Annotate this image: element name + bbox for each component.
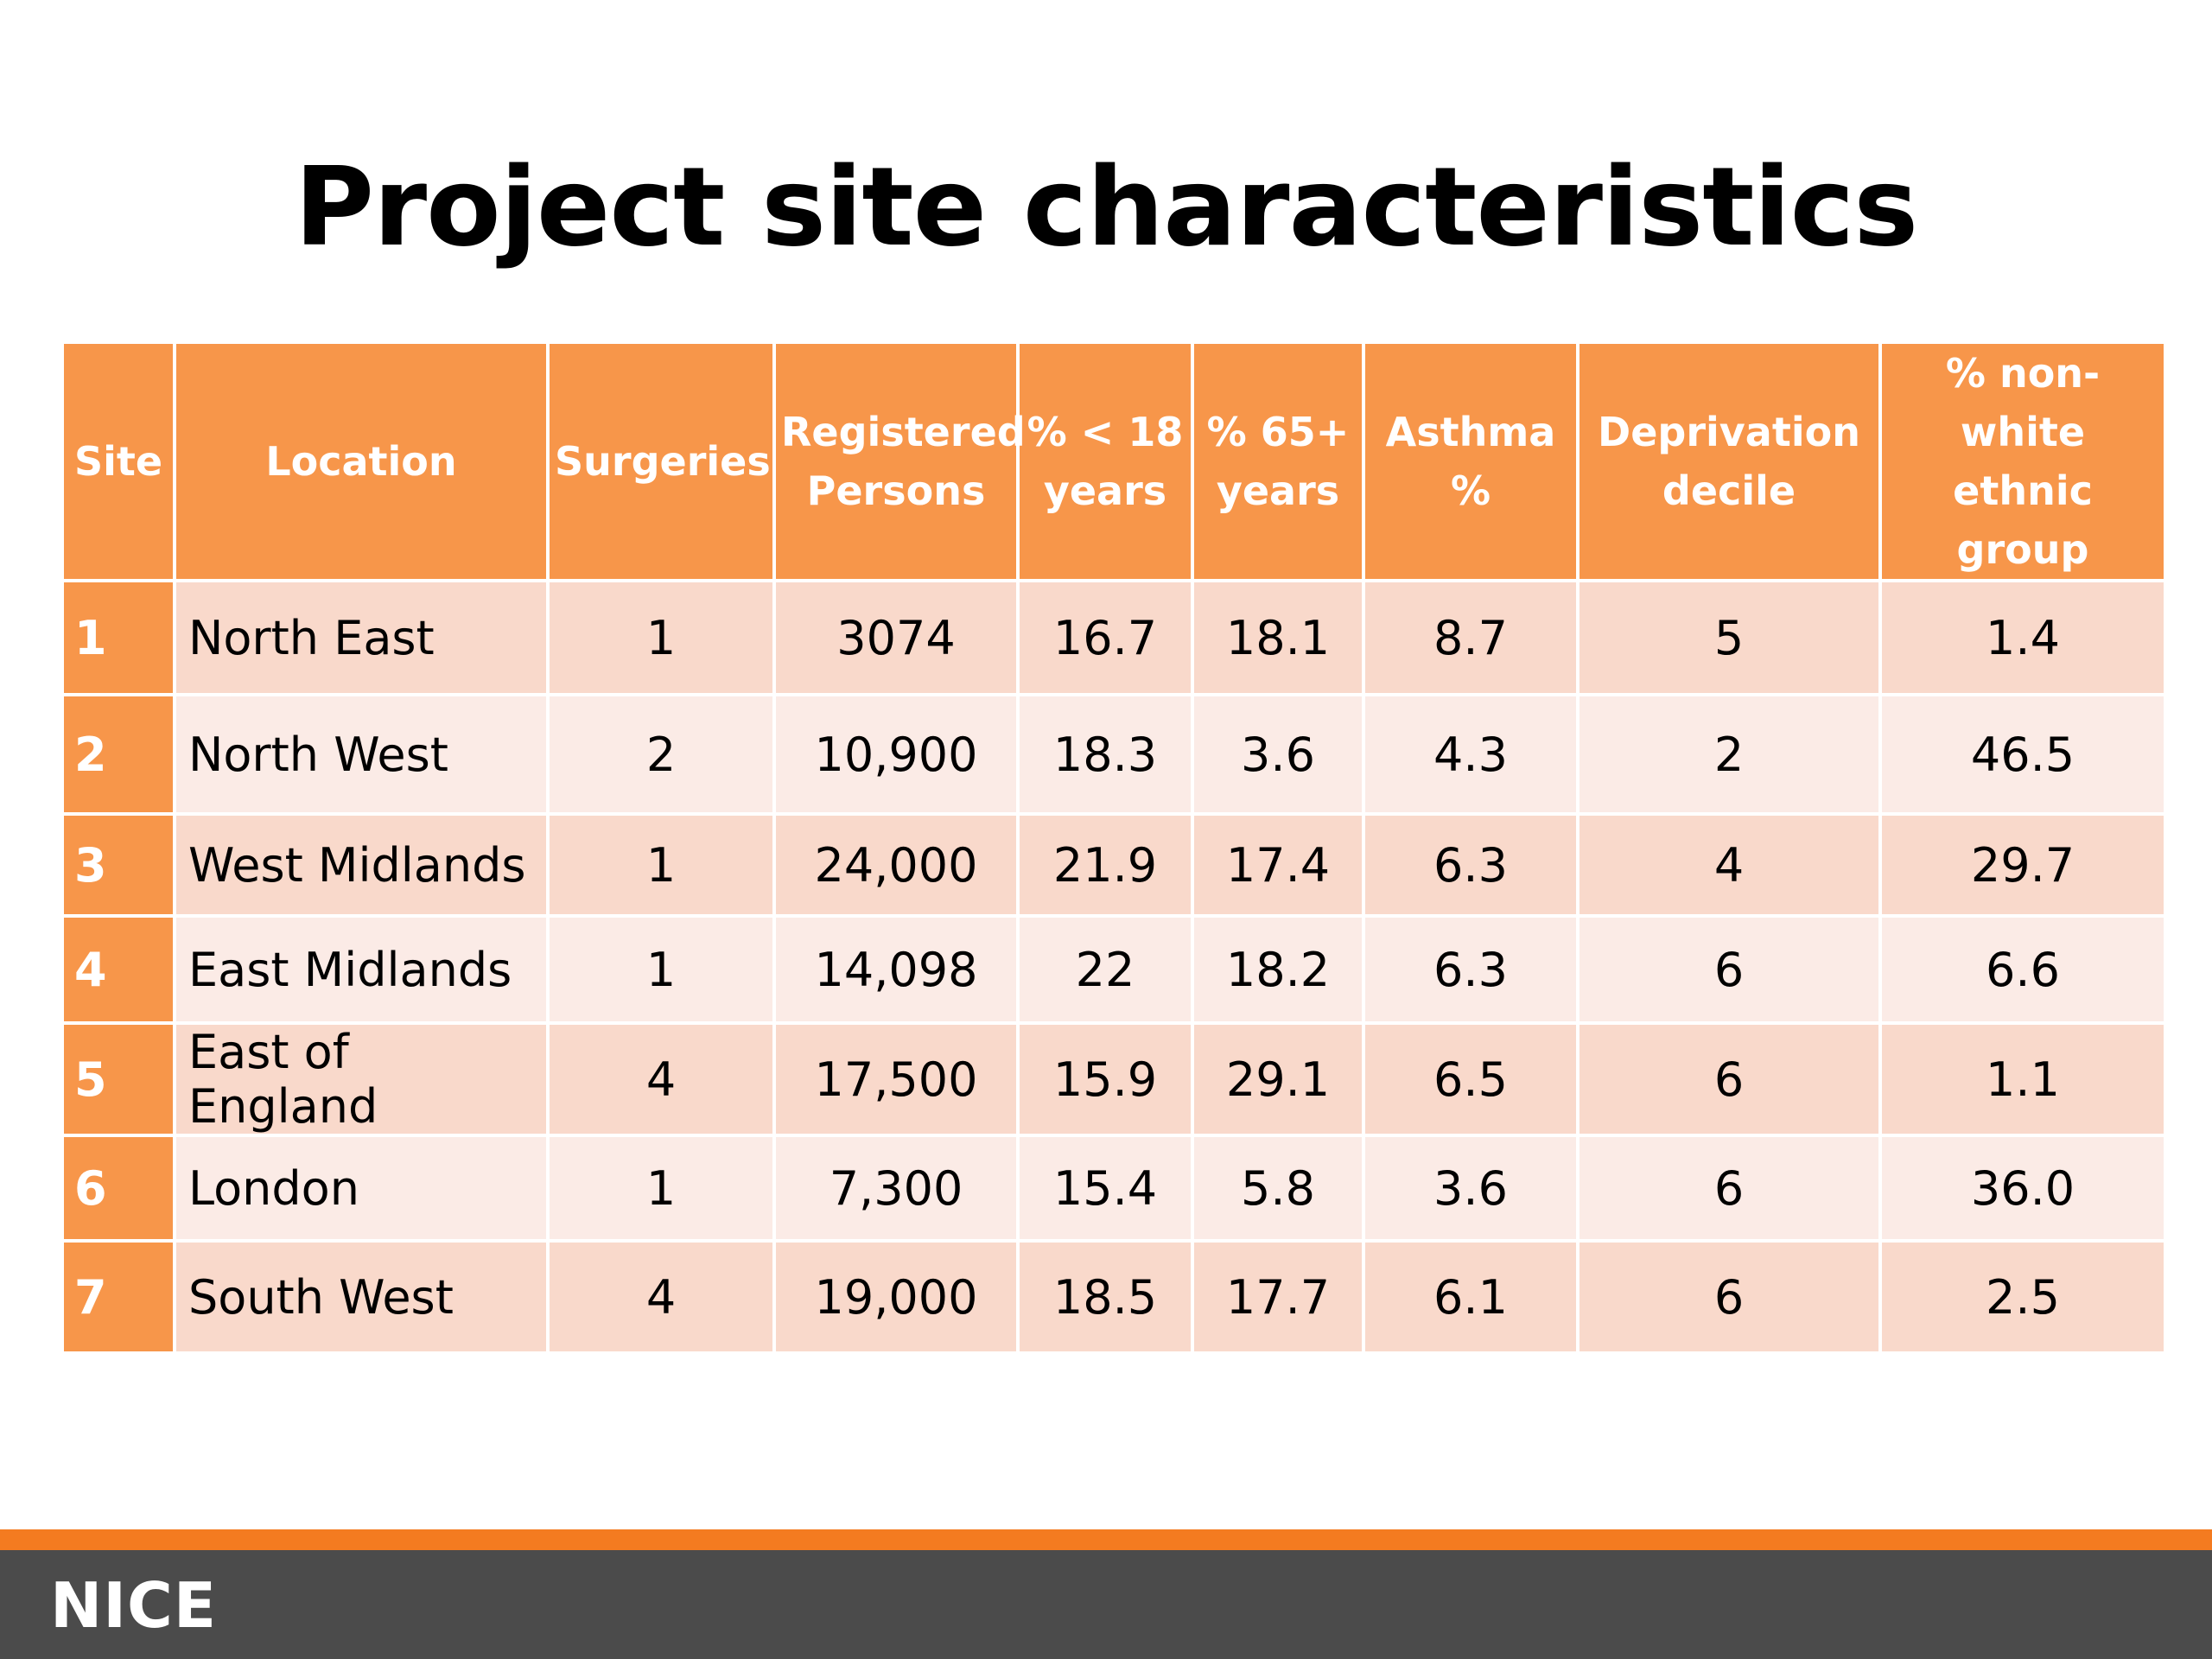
percent-under-18: 22 xyxy=(1020,918,1191,1021)
location: East of England xyxy=(176,1025,546,1134)
registered-persons: 10,900 xyxy=(776,696,1016,812)
footer-bar xyxy=(0,1550,2212,1659)
percent-65-plus: 18.2 xyxy=(1194,918,1362,1021)
percent-65-plus: 17.7 xyxy=(1194,1243,1362,1351)
non-white-percent: 6.6 xyxy=(1882,918,2164,1021)
header-under-18: % < 18 years xyxy=(1020,344,1191,579)
header-location: Location xyxy=(176,344,546,579)
footer-accent-stripe xyxy=(0,1529,2212,1550)
surgeries: 1 xyxy=(550,816,772,914)
registered-persons: 24,000 xyxy=(776,816,1016,914)
site-number: 6 xyxy=(64,1137,173,1239)
header-surgeries: Surgeries xyxy=(550,344,772,579)
table-row: 5 East of England 4 17,500 15.9 29.1 6.5… xyxy=(64,1025,2164,1134)
percent-65-plus: 5.8 xyxy=(1194,1137,1362,1239)
non-white-percent: 1.1 xyxy=(1882,1025,2164,1134)
non-white-percent: 1.4 xyxy=(1882,582,2164,693)
surgeries: 1 xyxy=(550,582,772,693)
asthma-percent: 6.1 xyxy=(1365,1243,1576,1351)
percent-under-18: 16.7 xyxy=(1020,582,1191,693)
header-registered-persons: Registered Persons xyxy=(776,344,1026,579)
site-number: 2 xyxy=(64,696,173,812)
non-white-percent: 36.0 xyxy=(1882,1137,2164,1239)
table-row: 6 London 1 7,300 15.4 5.8 3.6 6 36.0 xyxy=(64,1137,2164,1239)
site-characteristics-table: Site Location Surgeries Registered Perso… xyxy=(60,340,2167,1355)
location: East Midlands xyxy=(176,918,546,1021)
table-row: 3 West Midlands 1 24,000 21.9 17.4 6.3 4… xyxy=(64,816,2164,914)
surgeries: 4 xyxy=(550,1243,772,1351)
header-65-plus: % 65+ years xyxy=(1194,344,1362,579)
deprivation-decile: 6 xyxy=(1580,1243,1878,1351)
non-white-percent: 29.7 xyxy=(1882,816,2164,914)
deprivation-decile: 6 xyxy=(1580,1137,1878,1239)
percent-under-18: 21.9 xyxy=(1020,816,1191,914)
table-row: 7 South West 4 19,000 18.5 17.7 6.1 6 2.… xyxy=(64,1243,2164,1351)
site-number: 4 xyxy=(64,918,173,1021)
site-number: 3 xyxy=(64,816,173,914)
table-row: 2 North West 2 10,900 18.3 3.6 4.3 2 46.… xyxy=(64,696,2164,812)
location: London xyxy=(176,1137,546,1239)
deprivation-decile: 4 xyxy=(1580,816,1878,914)
percent-under-18: 18.5 xyxy=(1020,1243,1191,1351)
asthma-percent: 6.3 xyxy=(1365,816,1576,914)
site-number: 5 xyxy=(64,1025,173,1134)
asthma-percent: 3.6 xyxy=(1365,1137,1576,1239)
percent-under-18: 15.9 xyxy=(1020,1025,1191,1134)
asthma-percent: 6.5 xyxy=(1365,1025,1576,1134)
site-number: 7 xyxy=(64,1243,173,1351)
percent-65-plus: 18.1 xyxy=(1194,582,1362,693)
asthma-percent: 6.3 xyxy=(1365,918,1576,1021)
header-deprivation-decile: Deprivation decile xyxy=(1580,344,1878,579)
nice-logo: NICE xyxy=(50,1569,218,1642)
non-white-percent: 2.5 xyxy=(1882,1243,2164,1351)
registered-persons: 19,000 xyxy=(776,1243,1016,1351)
percent-65-plus: 29.1 xyxy=(1194,1025,1362,1134)
asthma-percent: 8.7 xyxy=(1365,582,1576,693)
location: West Midlands xyxy=(176,816,546,914)
registered-persons: 7,300 xyxy=(776,1137,1016,1239)
deprivation-decile: 5 xyxy=(1580,582,1878,693)
deprivation-decile: 6 xyxy=(1580,1025,1878,1134)
header-asthma: Asthma % xyxy=(1365,344,1576,579)
table-header-row: Site Location Surgeries Registered Perso… xyxy=(64,344,2164,579)
site-number: 1 xyxy=(64,582,173,693)
table-row: 4 East Midlands 1 14,098 22 18.2 6.3 6 6… xyxy=(64,918,2164,1021)
location: North East xyxy=(176,582,546,693)
surgeries: 1 xyxy=(550,918,772,1021)
registered-persons: 14,098 xyxy=(776,918,1016,1021)
registered-persons: 17,500 xyxy=(776,1025,1016,1134)
percent-65-plus: 17.4 xyxy=(1194,816,1362,914)
percent-under-18: 18.3 xyxy=(1020,696,1191,812)
location: South West xyxy=(176,1243,546,1351)
deprivation-decile: 2 xyxy=(1580,696,1878,812)
surgeries: 2 xyxy=(550,696,772,812)
header-non-white-ethnic: % non-white ethnic group xyxy=(1882,344,2164,579)
location: North West xyxy=(176,696,546,812)
slide-title: Project site characteristics xyxy=(294,143,1919,270)
surgeries: 4 xyxy=(550,1025,772,1134)
registered-persons: 3074 xyxy=(776,582,1016,693)
deprivation-decile: 6 xyxy=(1580,918,1878,1021)
header-site: Site xyxy=(64,344,173,579)
asthma-percent: 4.3 xyxy=(1365,696,1576,812)
percent-under-18: 15.4 xyxy=(1020,1137,1191,1239)
table-row: 1 North East 1 3074 16.7 18.1 8.7 5 1.4 xyxy=(64,582,2164,693)
surgeries: 1 xyxy=(550,1137,772,1239)
non-white-percent: 46.5 xyxy=(1882,696,2164,812)
percent-65-plus: 3.6 xyxy=(1194,696,1362,812)
